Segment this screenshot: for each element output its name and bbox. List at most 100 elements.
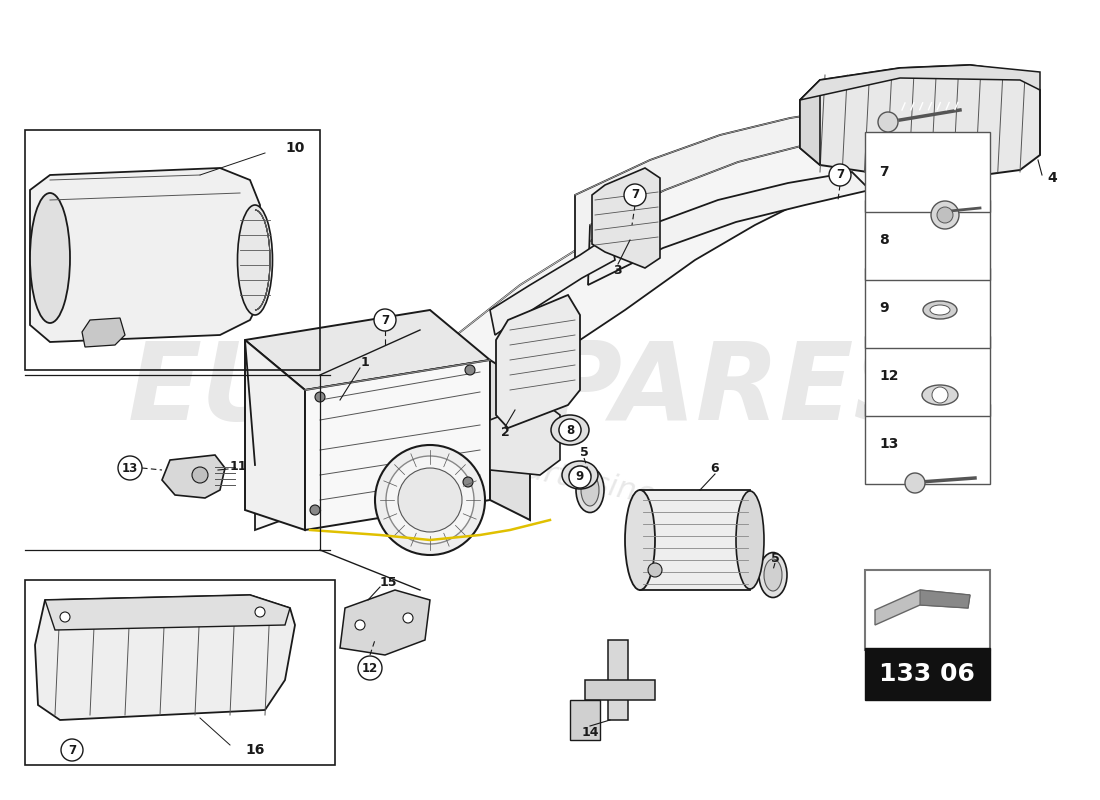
Ellipse shape (625, 490, 654, 590)
Polygon shape (45, 595, 290, 630)
Ellipse shape (562, 461, 598, 489)
Circle shape (905, 473, 925, 493)
Polygon shape (245, 310, 490, 390)
Text: 5: 5 (771, 551, 780, 565)
Circle shape (192, 467, 208, 483)
Circle shape (358, 656, 382, 680)
Text: 12: 12 (362, 662, 378, 674)
Circle shape (829, 164, 851, 186)
Text: 8: 8 (565, 423, 574, 437)
Polygon shape (30, 168, 260, 342)
Circle shape (648, 563, 662, 577)
Circle shape (255, 607, 265, 617)
Polygon shape (640, 490, 750, 590)
Ellipse shape (736, 491, 764, 589)
Circle shape (375, 445, 485, 555)
Circle shape (398, 468, 462, 532)
Ellipse shape (30, 193, 70, 323)
Ellipse shape (559, 421, 581, 439)
Polygon shape (35, 595, 295, 720)
Text: 12: 12 (879, 369, 899, 383)
Ellipse shape (922, 385, 958, 405)
Text: 14: 14 (581, 726, 598, 738)
Polygon shape (490, 400, 560, 475)
Polygon shape (800, 65, 1040, 178)
Circle shape (931, 201, 959, 229)
Text: 6: 6 (711, 462, 719, 474)
Text: 9: 9 (879, 301, 889, 315)
Ellipse shape (759, 553, 786, 598)
Ellipse shape (764, 559, 782, 591)
Circle shape (569, 466, 591, 488)
Polygon shape (496, 295, 580, 428)
Text: 8: 8 (879, 233, 889, 247)
Text: 7: 7 (631, 189, 639, 202)
Polygon shape (82, 318, 125, 347)
Text: 16: 16 (245, 743, 265, 757)
Ellipse shape (238, 205, 273, 315)
Bar (865, 336, 990, 416)
Circle shape (937, 207, 953, 223)
Circle shape (118, 456, 142, 480)
Circle shape (463, 477, 473, 487)
Circle shape (878, 112, 898, 132)
Circle shape (932, 387, 948, 403)
Polygon shape (162, 455, 226, 498)
Ellipse shape (930, 305, 950, 315)
Polygon shape (920, 590, 970, 608)
Circle shape (465, 365, 475, 375)
Circle shape (60, 739, 82, 761)
Text: 4: 4 (1047, 171, 1057, 185)
Circle shape (403, 613, 412, 623)
Polygon shape (340, 590, 430, 655)
Polygon shape (570, 700, 600, 740)
Bar (25, 580, 336, 765)
Text: 7: 7 (879, 165, 889, 179)
Polygon shape (800, 65, 1040, 100)
Text: 7: 7 (381, 314, 389, 326)
Ellipse shape (581, 474, 600, 506)
Text: 3: 3 (614, 263, 623, 277)
Polygon shape (305, 360, 490, 530)
Polygon shape (245, 340, 305, 530)
Text: 11: 11 (229, 459, 246, 473)
Circle shape (386, 456, 474, 544)
Bar (865, 132, 990, 212)
Circle shape (315, 392, 324, 402)
Text: EUROSPARES: EUROSPARES (128, 337, 932, 443)
Bar (865, 268, 990, 348)
Text: 10: 10 (285, 141, 305, 155)
Bar (865, 404, 990, 484)
Polygon shape (608, 640, 628, 720)
Text: 9: 9 (576, 470, 584, 483)
Polygon shape (255, 132, 870, 530)
Circle shape (310, 505, 320, 515)
Text: 5: 5 (580, 446, 588, 459)
Circle shape (60, 612, 70, 622)
Polygon shape (585, 680, 654, 700)
Text: 2: 2 (500, 426, 509, 438)
Circle shape (374, 309, 396, 331)
Polygon shape (490, 235, 615, 335)
Polygon shape (575, 108, 870, 285)
Ellipse shape (569, 466, 591, 484)
Text: 15: 15 (379, 575, 397, 589)
Circle shape (559, 419, 581, 441)
Text: 13: 13 (122, 462, 139, 474)
Polygon shape (490, 360, 530, 520)
Circle shape (624, 184, 646, 206)
Polygon shape (874, 590, 970, 625)
Bar (865, 648, 990, 700)
Ellipse shape (576, 467, 604, 513)
Bar (25, 130, 320, 370)
Text: 1: 1 (361, 355, 370, 369)
Circle shape (355, 620, 365, 630)
Bar (865, 570, 990, 650)
Text: 13: 13 (879, 437, 899, 451)
Bar (865, 200, 990, 280)
Text: a passion for parts since 1985: a passion for parts since 1985 (301, 408, 759, 532)
Ellipse shape (923, 301, 957, 319)
Text: 7: 7 (68, 743, 76, 757)
Text: 133 06: 133 06 (879, 662, 975, 686)
Ellipse shape (551, 415, 588, 445)
